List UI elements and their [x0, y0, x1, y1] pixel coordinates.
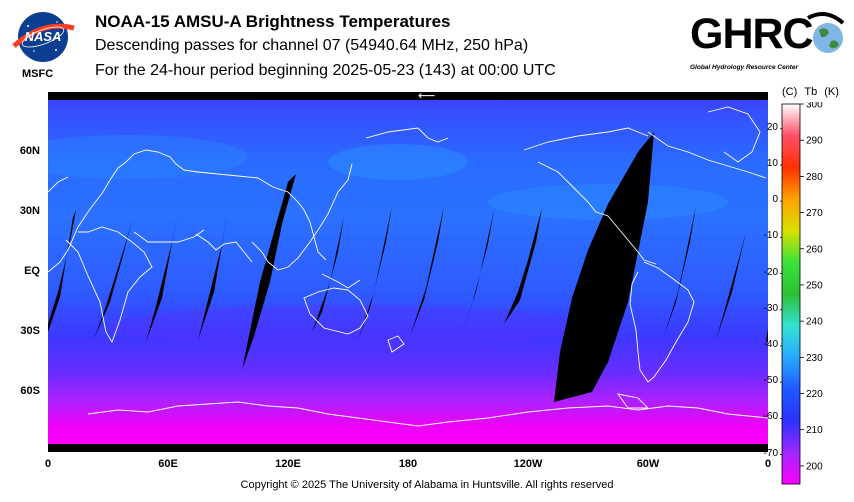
colorbar-header-kelvin: (K) [824, 86, 839, 98]
kelvin-tick-label: 210 [806, 425, 823, 436]
kelvin-tick-label: 290 [806, 136, 823, 147]
brightness-temperature-map: ⟵ [48, 92, 768, 452]
celsius-tick-label: -30 [763, 302, 778, 314]
lat-label: 60N [19, 145, 40, 157]
kelvin-tick-label: 220 [806, 389, 823, 400]
colorbar-header-tb: Tb [804, 86, 818, 98]
celsius-tick-label: 0 [772, 194, 778, 206]
celsius-tick-label: 20 [766, 121, 778, 133]
celsius-tick-label: 10 [766, 157, 778, 169]
lon-label: 120E [275, 458, 301, 470]
colorbar-header-celsius: (C) [782, 86, 798, 98]
kelvin-tick-label: 250 [806, 280, 823, 291]
orbit-direction-arrow-icon: ⟵ [418, 92, 435, 103]
kelvin-tick-label: 260 [806, 244, 823, 255]
subtitle-period: For the 24-hour period beginning 2025-05… [95, 62, 556, 79]
copyright-footer: Copyright © 2025 The University of Alaba… [240, 479, 614, 491]
lat-label: EQ [24, 265, 40, 277]
kelvin-tick-label: 280 [806, 172, 823, 183]
celsius-tick-label: -10 [763, 230, 778, 242]
ghrc-globe-icon [807, 12, 845, 53]
colorbar-header: (C) Tb (K) [782, 86, 839, 98]
celsius-tick-label: -60 [763, 411, 778, 423]
nasa-center-label: MSFC [22, 68, 54, 80]
kelvin-tick-label: 230 [806, 353, 823, 364]
kelvin-tick-label: 200 [806, 461, 823, 472]
data-gap-swath [554, 132, 654, 402]
ghrc-logo-text: GHRC [690, 10, 814, 58]
data-gap-swath [48, 210, 76, 332]
page-title: NOAA-15 AMSU-A Brightness Temperatures [95, 12, 451, 31]
lon-label: 60E [158, 458, 178, 470]
kelvin-tick-label: 300 [806, 102, 823, 111]
data-gap-swath [242, 174, 296, 370]
celsius-tick-label: -20 [763, 266, 778, 278]
kelvin-tick-label: 240 [806, 317, 823, 328]
celsius-tick-label: -70 [763, 447, 778, 459]
lon-label: 60W [636, 458, 660, 470]
lat-label: 60S [20, 385, 40, 397]
lon-label: 120W [513, 458, 543, 470]
colorbar: 300 290 280 270 260 250 240 230 220 210 200 [780, 102, 823, 485]
lon-label: 0 [764, 458, 772, 470]
lon-label: 0 [44, 458, 52, 470]
data-gap-swath [766, 328, 768, 342]
polar-gap-south [48, 444, 768, 452]
coastlines [48, 106, 768, 427]
lat-label: 30S [20, 325, 40, 337]
svg-text:NASA: NASA [25, 29, 62, 44]
subtitle-channel: Descending passes for channel 07 (54940.… [95, 37, 529, 54]
lon-label: 180 [398, 458, 418, 470]
kelvin-tick-label: 270 [806, 208, 823, 219]
celsius-tick-label: -40 [763, 338, 778, 350]
colorbar-ramp [781, 103, 801, 485]
lat-label: 30N [19, 205, 40, 217]
polar-gap-north [48, 92, 768, 100]
ghrc-logo-subtext: Global Hydrology Resource Center [690, 64, 798, 71]
celsius-tick-label: -50 [763, 375, 778, 387]
nasa-logo: NASA [12, 12, 75, 62]
